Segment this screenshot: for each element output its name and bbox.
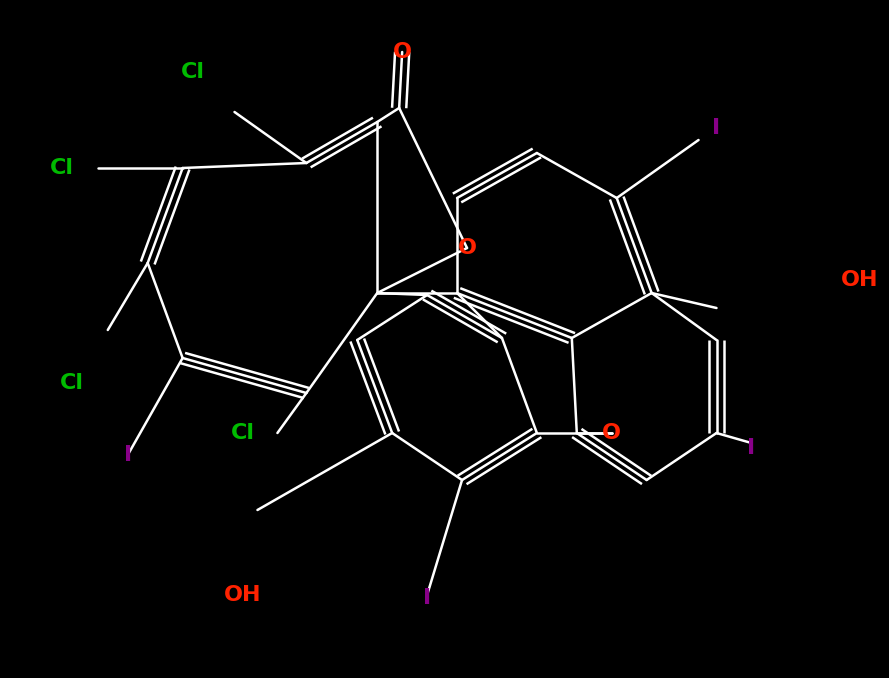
Text: Cl: Cl: [180, 62, 204, 82]
Text: O: O: [458, 238, 477, 258]
Text: I: I: [124, 445, 132, 465]
Text: Cl: Cl: [60, 373, 84, 393]
Text: I: I: [423, 588, 431, 608]
Text: O: O: [602, 423, 621, 443]
Text: OH: OH: [841, 270, 878, 290]
Text: I: I: [748, 438, 756, 458]
Text: O: O: [393, 42, 412, 62]
Text: Cl: Cl: [50, 158, 74, 178]
Text: Cl: Cl: [230, 423, 254, 443]
Text: OH: OH: [224, 585, 261, 605]
Text: I: I: [712, 118, 721, 138]
